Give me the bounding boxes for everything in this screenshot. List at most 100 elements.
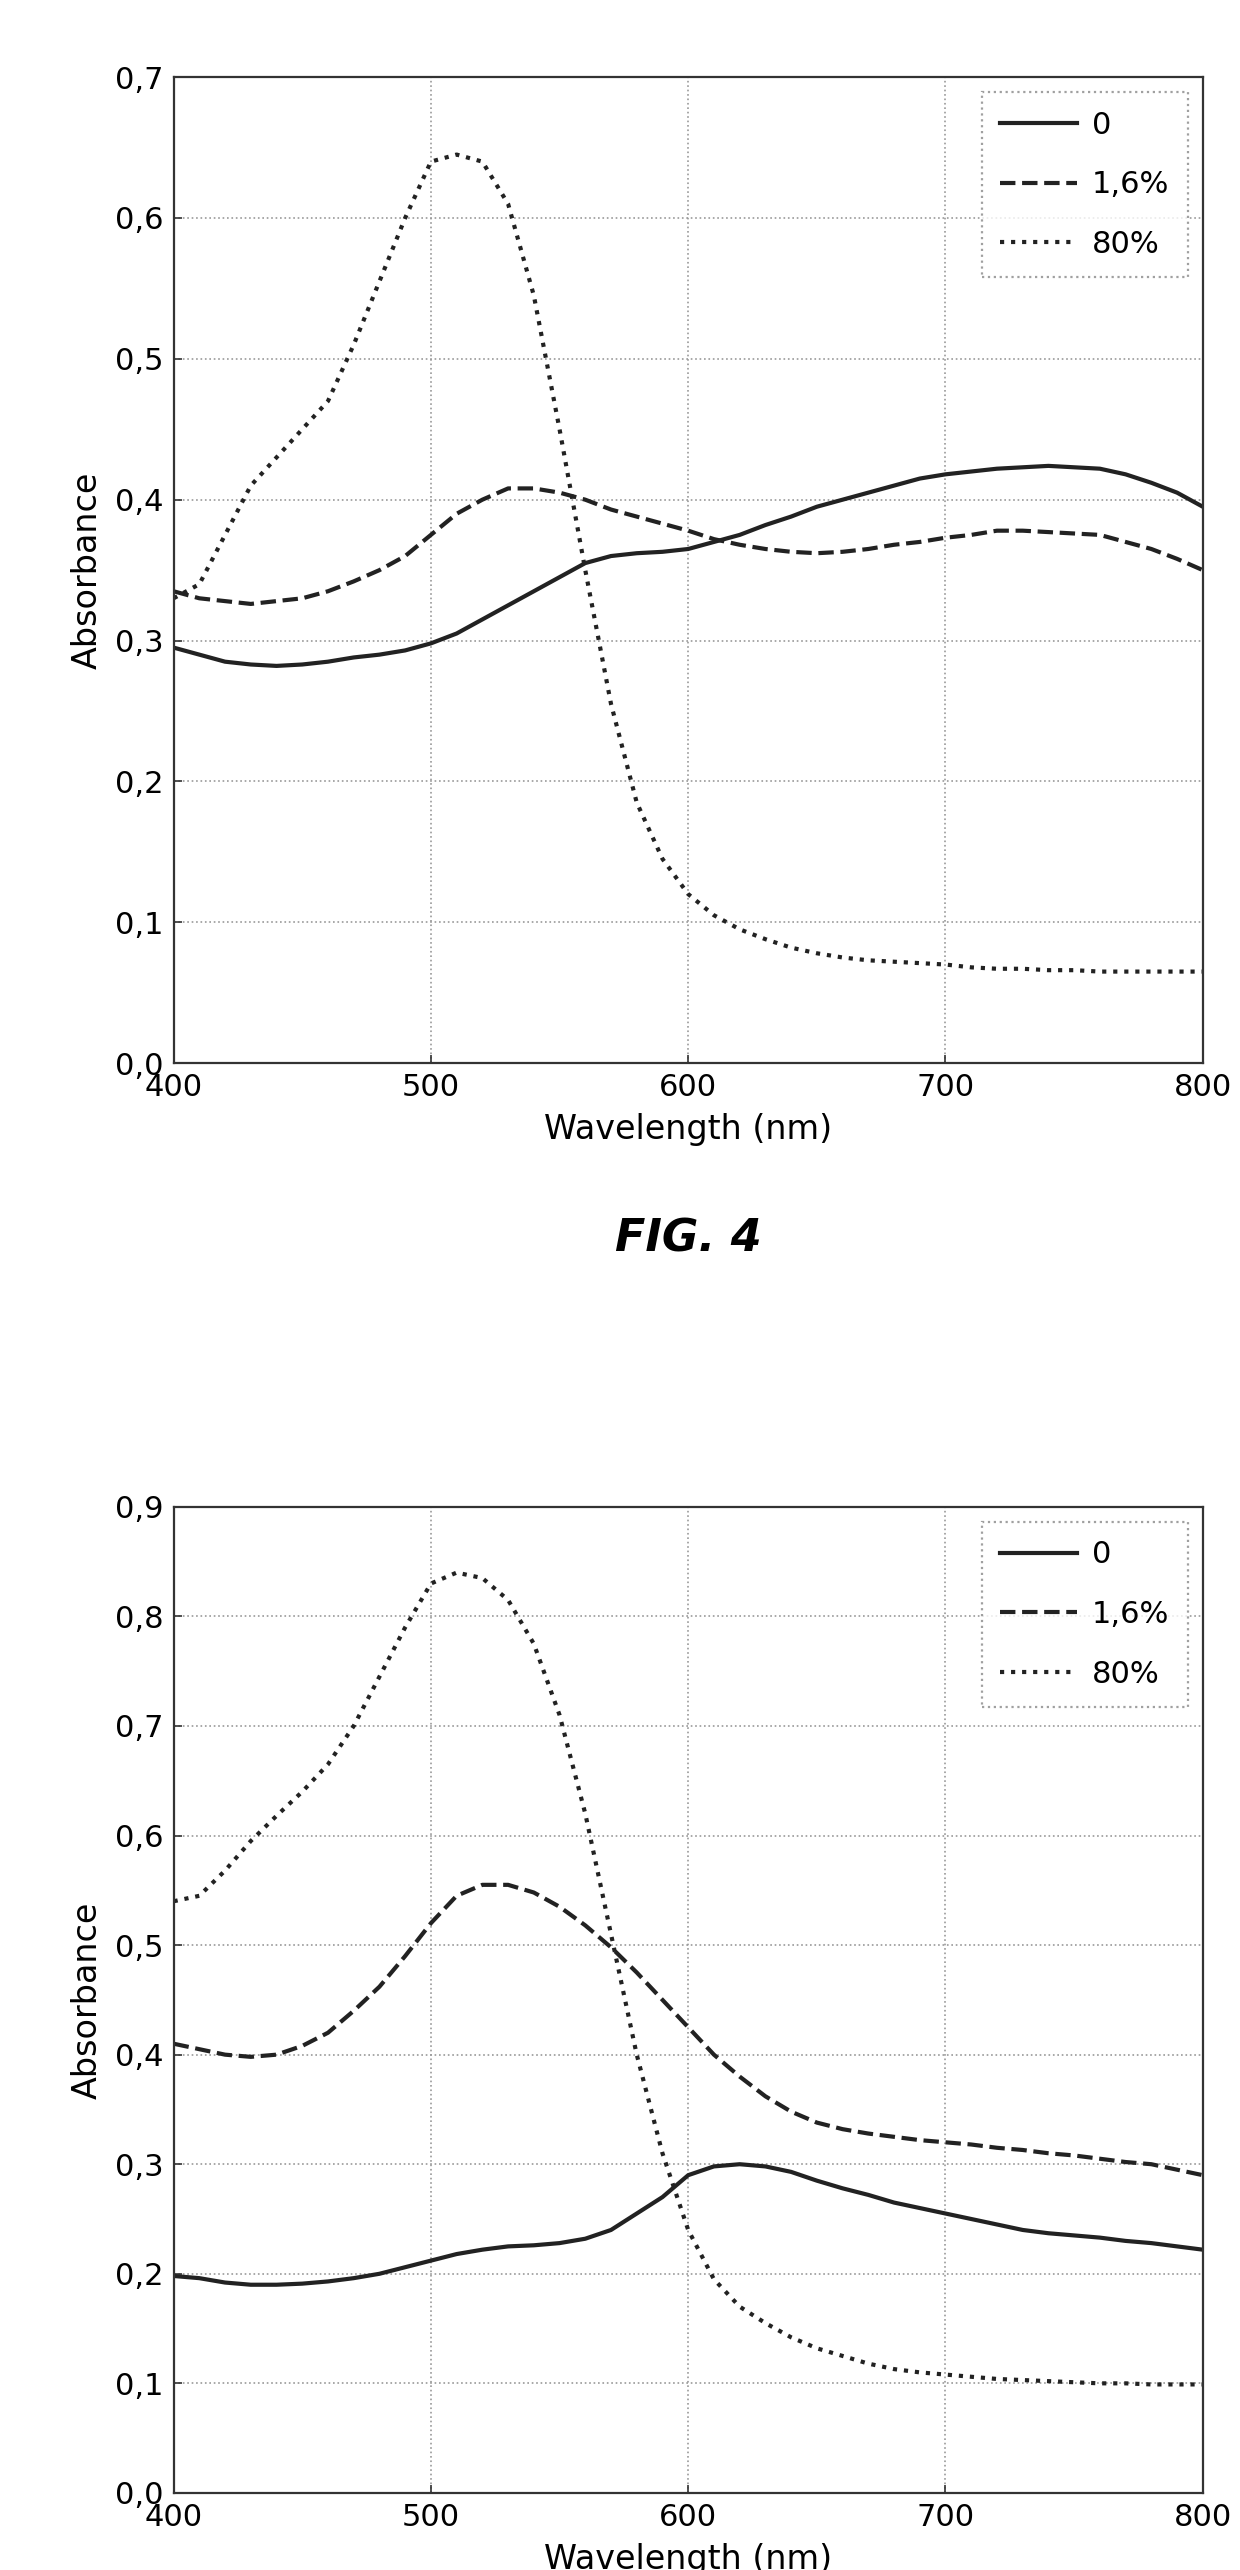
1,6% bbox=[1169, 2154, 1184, 2184]
X-axis label: Wavelength (nm): Wavelength (nm) bbox=[544, 2542, 832, 2570]
0 bbox=[501, 2231, 516, 2262]
80% bbox=[1195, 2370, 1210, 2400]
0 bbox=[269, 650, 284, 681]
80% bbox=[243, 470, 258, 501]
0 bbox=[398, 635, 413, 666]
1,6% bbox=[835, 2113, 849, 2143]
1,6% bbox=[937, 522, 952, 553]
0 bbox=[655, 537, 670, 568]
1,6% bbox=[963, 519, 978, 550]
0 bbox=[475, 604, 490, 635]
0 bbox=[681, 535, 696, 565]
80% bbox=[1118, 2367, 1133, 2398]
80% bbox=[655, 843, 670, 874]
0 bbox=[269, 2269, 284, 2300]
80% bbox=[527, 1629, 542, 1660]
0 bbox=[784, 501, 799, 532]
0 bbox=[346, 642, 361, 673]
80% bbox=[629, 786, 645, 817]
80% bbox=[937, 948, 952, 979]
0 bbox=[681, 2159, 696, 2190]
1,6% bbox=[218, 2038, 233, 2069]
1,6% bbox=[707, 524, 722, 555]
1,6% bbox=[527, 1876, 542, 1907]
0 bbox=[758, 509, 773, 540]
0 bbox=[732, 519, 746, 550]
80% bbox=[243, 1825, 258, 1856]
80% bbox=[963, 2362, 978, 2393]
1,6% bbox=[398, 1940, 413, 1971]
80% bbox=[629, 2038, 645, 2069]
80% bbox=[758, 923, 773, 953]
0 bbox=[810, 491, 825, 522]
Line: 80%: 80% bbox=[174, 1573, 1203, 2385]
80% bbox=[835, 2341, 849, 2372]
80% bbox=[1016, 953, 1030, 984]
80% bbox=[1118, 956, 1133, 987]
0 bbox=[810, 2167, 825, 2197]
0 bbox=[913, 2192, 928, 2223]
0 bbox=[552, 563, 567, 594]
1,6% bbox=[887, 2120, 901, 2151]
1,6% bbox=[192, 2033, 207, 2064]
0 bbox=[1118, 460, 1133, 491]
80% bbox=[732, 915, 746, 946]
80% bbox=[707, 899, 722, 930]
0 bbox=[449, 2238, 464, 2269]
1,6% bbox=[501, 1868, 516, 1899]
80% bbox=[372, 265, 387, 296]
80% bbox=[1143, 956, 1158, 987]
0 bbox=[423, 2246, 439, 2277]
1,6% bbox=[732, 529, 746, 560]
80% bbox=[1169, 956, 1184, 987]
1,6% bbox=[243, 589, 258, 619]
1,6% bbox=[166, 2028, 181, 2059]
1,6% bbox=[990, 514, 1004, 545]
0 bbox=[218, 645, 233, 676]
80% bbox=[913, 948, 928, 979]
1,6% bbox=[1066, 519, 1081, 550]
80% bbox=[732, 2292, 746, 2323]
80% bbox=[192, 1881, 207, 1912]
80% bbox=[295, 414, 310, 445]
0 bbox=[732, 2149, 746, 2179]
1,6% bbox=[681, 2012, 696, 2043]
Y-axis label: Absorbance: Absorbance bbox=[71, 470, 104, 668]
1,6% bbox=[372, 555, 387, 586]
1,6% bbox=[295, 583, 310, 614]
80% bbox=[578, 1799, 593, 1830]
0 bbox=[166, 2262, 181, 2292]
80% bbox=[784, 933, 799, 964]
80% bbox=[1040, 2367, 1055, 2398]
80% bbox=[218, 519, 233, 550]
0 bbox=[861, 478, 875, 509]
80% bbox=[758, 2308, 773, 2339]
80% bbox=[835, 943, 849, 974]
1,6% bbox=[913, 2125, 928, 2156]
1,6% bbox=[166, 576, 181, 607]
1,6% bbox=[552, 478, 567, 509]
0 bbox=[629, 537, 645, 568]
Legend: 0, 1,6%, 80%: 0, 1,6%, 80% bbox=[982, 1521, 1188, 1706]
1,6% bbox=[1143, 2149, 1158, 2179]
1,6% bbox=[1195, 555, 1210, 586]
0 bbox=[346, 2262, 361, 2292]
0 bbox=[1040, 2218, 1055, 2249]
1,6% bbox=[372, 1971, 387, 2002]
1,6% bbox=[269, 586, 284, 617]
1,6% bbox=[218, 586, 233, 617]
80% bbox=[887, 2354, 901, 2385]
1,6% bbox=[346, 565, 361, 596]
0 bbox=[1195, 2233, 1210, 2264]
80% bbox=[192, 568, 207, 599]
80% bbox=[501, 188, 516, 218]
1,6% bbox=[913, 527, 928, 558]
1,6% bbox=[243, 2041, 258, 2071]
80% bbox=[810, 938, 825, 969]
0 bbox=[1169, 478, 1184, 509]
80% bbox=[269, 1802, 284, 1832]
1,6% bbox=[1118, 2146, 1133, 2177]
80% bbox=[681, 2215, 696, 2246]
1,6% bbox=[784, 2097, 799, 2128]
80% bbox=[423, 146, 439, 177]
